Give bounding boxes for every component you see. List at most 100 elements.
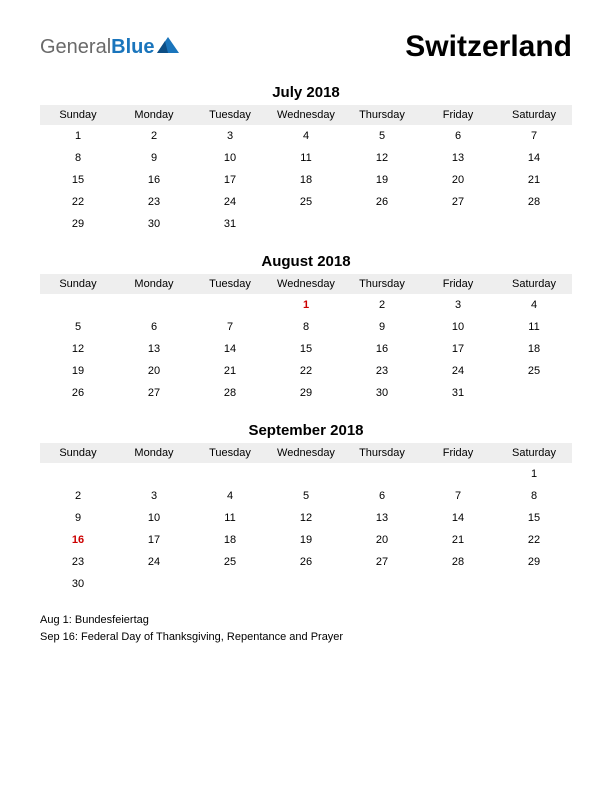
calendar-cell: 15	[40, 169, 116, 191]
month-block: July 2018SundayMondayTuesdayWednesdayThu…	[40, 84, 572, 235]
calendar-cell: 29	[496, 551, 572, 573]
calendar-row: 1	[40, 463, 572, 485]
calendar-cell: 16	[344, 338, 420, 360]
calendar-cell: 27	[116, 382, 192, 404]
calendar-cell: 21	[420, 529, 496, 551]
calendar-cell: 10	[420, 316, 496, 338]
calendar-cell: 30	[116, 213, 192, 235]
month-title: September 2018	[40, 422, 572, 439]
calendar-cell: 17	[116, 529, 192, 551]
calendar-cell: 15	[496, 507, 572, 529]
day-header: Monday	[116, 105, 192, 125]
calendar-cell: 2	[344, 294, 420, 316]
calendar-cell	[496, 213, 572, 235]
calendar-row: 30	[40, 573, 572, 595]
calendar-cell: 27	[420, 191, 496, 213]
calendar-row: 19202122232425	[40, 360, 572, 382]
calendar-cell: 3	[116, 485, 192, 507]
day-header: Friday	[420, 105, 496, 125]
calendar-cell: 8	[40, 147, 116, 169]
calendar-cell: 6	[344, 485, 420, 507]
holiday-note: Sep 16: Federal Day of Thanksgiving, Rep…	[40, 630, 360, 645]
calendar-cell	[420, 463, 496, 485]
calendar-cell: 30	[344, 382, 420, 404]
calendar-cell: 14	[192, 338, 268, 360]
calendar-cell: 30	[40, 573, 116, 595]
calendar-cell: 28	[192, 382, 268, 404]
calendar-cell	[40, 463, 116, 485]
calendar-cell: 25	[496, 360, 572, 382]
calendar-cell: 10	[116, 507, 192, 529]
calendar-table: SundayMondayTuesdayWednesdayThursdayFrid…	[40, 105, 572, 235]
calendar-cell: 27	[344, 551, 420, 573]
calendar-cell: 18	[192, 529, 268, 551]
calendar-cell: 5	[268, 485, 344, 507]
calendar-row: 1234	[40, 294, 572, 316]
calendar-cell: 20	[344, 529, 420, 551]
calendar-cell: 4	[192, 485, 268, 507]
calendar-row: 293031	[40, 213, 572, 235]
calendar-cell: 12	[40, 338, 116, 360]
calendar-row: 891011121314	[40, 147, 572, 169]
calendar-cell: 13	[116, 338, 192, 360]
calendar-cell: 8	[496, 485, 572, 507]
calendar-cell: 18	[496, 338, 572, 360]
day-header: Sunday	[40, 274, 116, 294]
calendar-cell: 21	[192, 360, 268, 382]
calendar-cell	[116, 463, 192, 485]
day-header: Friday	[420, 443, 496, 463]
month-title: August 2018	[40, 253, 572, 270]
calendar-cell	[344, 573, 420, 595]
calendar-cell: 29	[268, 382, 344, 404]
calendar-cell: 3	[192, 125, 268, 147]
day-header: Sunday	[40, 105, 116, 125]
calendar-row: 2345678	[40, 485, 572, 507]
calendar-cell: 1	[496, 463, 572, 485]
calendar-cell	[192, 463, 268, 485]
calendar-cell: 4	[268, 125, 344, 147]
calendar-cell: 5	[40, 316, 116, 338]
month-block: August 2018SundayMondayTuesdayWednesdayT…	[40, 253, 572, 404]
calendar-cell: 23	[116, 191, 192, 213]
calendar-cell: 22	[268, 360, 344, 382]
calendar-cell	[268, 213, 344, 235]
day-header: Wednesday	[268, 105, 344, 125]
day-header: Tuesday	[192, 274, 268, 294]
calendar-row: 15161718192021	[40, 169, 572, 191]
calendar-row: 23242526272829	[40, 551, 572, 573]
calendar-table: SundayMondayTuesdayWednesdayThursdayFrid…	[40, 443, 572, 595]
calendar-cell: 26	[40, 382, 116, 404]
calendar-cell: 7	[420, 485, 496, 507]
day-header: Sunday	[40, 443, 116, 463]
day-header: Thursday	[344, 105, 420, 125]
country-title: Switzerland	[405, 30, 572, 64]
calendar-cell: 17	[420, 338, 496, 360]
calendar-cell: 7	[192, 316, 268, 338]
calendar-cell: 19	[40, 360, 116, 382]
calendar-cell: 14	[420, 507, 496, 529]
calendar-cell: 29	[40, 213, 116, 235]
calendar-cell: 22	[496, 529, 572, 551]
calendar-cell: 31	[420, 382, 496, 404]
calendar-cell	[420, 573, 496, 595]
calendar-cell: 19	[268, 529, 344, 551]
calendar-cell	[192, 573, 268, 595]
calendar-cell: 9	[40, 507, 116, 529]
calendar-cell: 9	[116, 147, 192, 169]
calendar-cell: 1	[40, 125, 116, 147]
calendar-cell	[344, 463, 420, 485]
page-header: GeneralBlue Switzerland	[40, 30, 572, 64]
calendar-cell: 24	[192, 191, 268, 213]
day-header: Friday	[420, 274, 496, 294]
calendar-row: 567891011	[40, 316, 572, 338]
day-header: Monday	[116, 443, 192, 463]
logo-text-general: General	[40, 36, 111, 59]
calendar-row: 12131415161718	[40, 338, 572, 360]
calendar-cell: 26	[344, 191, 420, 213]
calendar-cell: 11	[496, 316, 572, 338]
calendar-row: 22232425262728	[40, 191, 572, 213]
calendar-cell: 10	[192, 147, 268, 169]
calendar-cell: 8	[268, 316, 344, 338]
day-header: Thursday	[344, 274, 420, 294]
logo-triangle-icon	[157, 36, 179, 59]
